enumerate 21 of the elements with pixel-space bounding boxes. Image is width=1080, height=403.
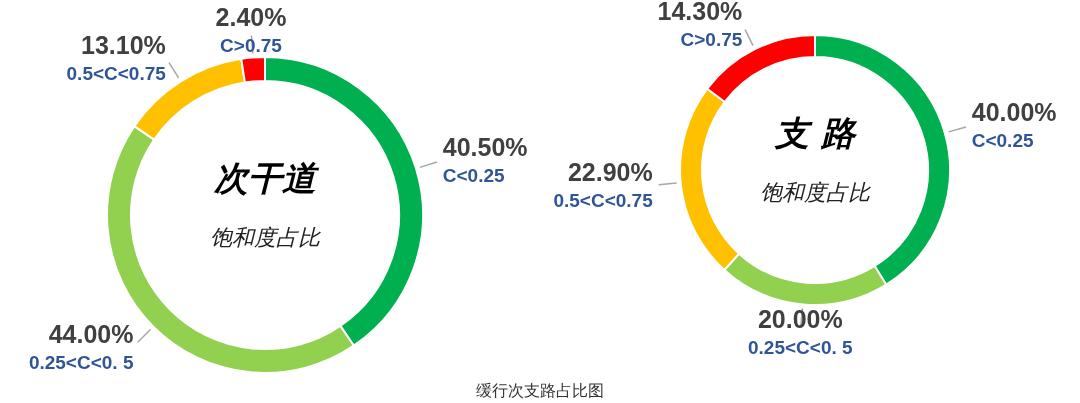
text: 饱和度占比 [210,225,321,250]
data-label: 14.30% [657,0,743,26]
text: 缓行次支路占比图 [476,381,604,400]
slice-label: 0.5<C<0.75 [66,62,167,84]
slice-label: C>0.75 [220,34,283,56]
slice-label: 0.25<C<0. 5 [747,337,853,359]
data-label: 13.10% [81,30,166,59]
data-label: 40.00% [971,98,1057,127]
text: 次干道 [213,158,320,198]
slice-label: C<0.25 [971,130,1034,152]
text: 饱和度占比 [760,180,871,205]
data-label: 20.00% [757,305,843,334]
slice-label: 0.25<C<0. 5 [28,351,134,373]
data-label: 44.00% [48,319,134,348]
slice-label: C<0.25 [442,165,506,187]
data-label: 2.40% [215,2,287,31]
data-label: 40.50% [442,133,528,162]
slice-label: C>0.75 [680,29,743,51]
text: 支 路 [774,113,858,153]
slice-label: 0.5<C<0.75 [553,190,654,212]
data-label: 22.90% [567,158,653,187]
